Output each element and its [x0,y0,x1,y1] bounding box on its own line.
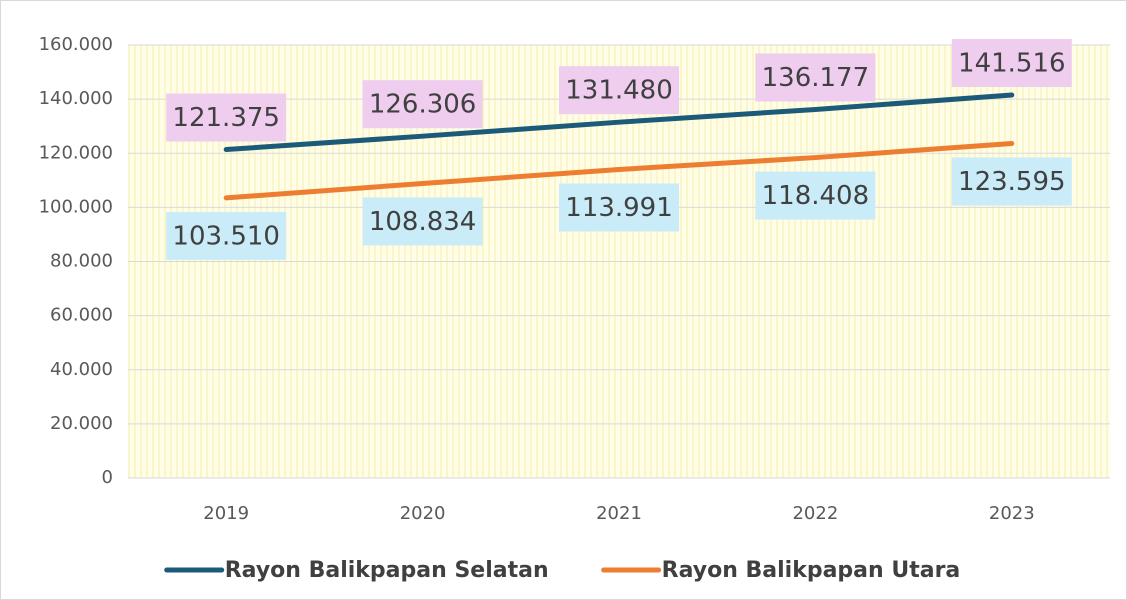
data-label: 121.375 [172,103,280,133]
data-label: 113.991 [565,193,673,223]
y-tick-label: 80.000 [50,251,113,272]
label-box [559,66,679,115]
data-label: 141.516 [958,49,1066,79]
label-box [362,80,483,129]
data-label: 126.306 [369,90,477,120]
label-box [951,157,1072,206]
x-tick-label: 2020 [400,503,446,524]
x-tick-label: 2022 [792,503,838,524]
y-tick-label: 0 [102,467,113,488]
label-box [166,211,287,260]
legend-label: Rayon Balikpapan Selatan [225,558,549,583]
label-box [166,93,287,142]
y-tick-label: 20.000 [50,413,113,434]
label-box [559,183,679,232]
data-label: 118.408 [762,181,870,211]
data-label: 136.177 [762,63,870,93]
label-box [755,53,876,102]
label-box [755,171,876,220]
data-label: 108.834 [369,207,477,237]
x-tick-label: 2021 [596,503,642,524]
data-label: 103.510 [172,221,280,251]
series-line [223,92,1015,153]
y-tick-label: 120.000 [39,142,113,163]
y-tick-label: 100.000 [39,196,113,217]
x-tick-label: 2019 [203,503,249,524]
y-tick-label: 60.000 [50,305,113,326]
y-tick-label: 40.000 [50,359,113,380]
legend-label: Rayon Balikpapan Utara [662,558,961,583]
label-box [362,197,483,246]
series-line [223,141,1015,201]
x-tick-label: 2023 [989,503,1035,524]
label-box [951,39,1072,88]
data-label: 131.480 [565,76,673,106]
data-label: 123.595 [958,167,1066,197]
y-tick-label: 160.000 [39,34,113,55]
y-tick-label: 140.000 [39,88,113,109]
